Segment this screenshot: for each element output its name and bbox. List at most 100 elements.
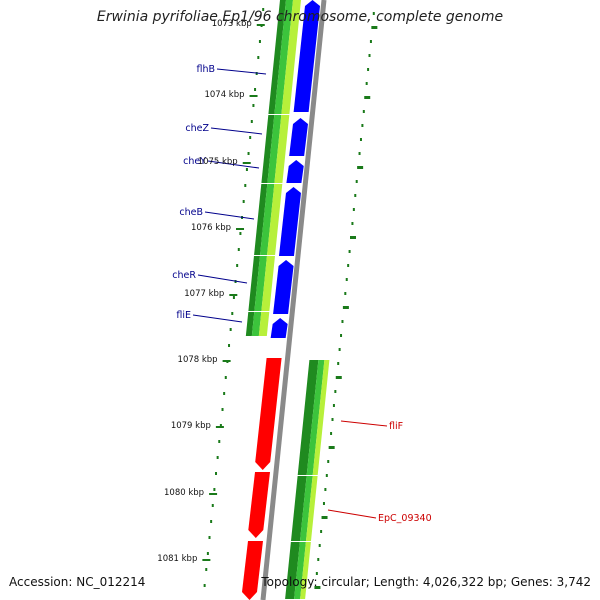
outer-dot <box>318 544 321 547</box>
gene-label-fliE: fliE <box>176 310 191 321</box>
scale-dot <box>244 184 247 187</box>
scale-dot <box>210 520 213 523</box>
scale-dot <box>205 568 208 571</box>
callout-line <box>327 509 377 519</box>
callout-line <box>340 420 388 427</box>
gc-band-mid <box>267 115 282 183</box>
gc-band-dark <box>268 0 286 114</box>
scale-label: 1081 kbp <box>157 554 197 564</box>
scale-dot <box>249 136 252 139</box>
gc-band-dark <box>245 312 255 336</box>
outer-dot <box>338 348 341 351</box>
scale-major-tick <box>256 24 265 26</box>
outer-dot <box>351 222 354 225</box>
outer-major-tick <box>314 586 321 589</box>
gc-band-mid <box>274 0 293 114</box>
scale-dot <box>213 488 216 491</box>
accession-label: Accession: NC_012214 <box>9 575 146 589</box>
scale-label: 1073 kbp <box>212 19 252 29</box>
gene-label-EpC_09340: EpC_09340 <box>378 513 432 524</box>
gc-content-track <box>245 0 330 599</box>
outer-major-tick <box>357 166 364 169</box>
gene-label-cheB: cheB <box>179 207 203 218</box>
outer-dot <box>332 404 335 407</box>
callout-line <box>197 274 248 284</box>
outer-dot <box>317 558 320 561</box>
callout-line <box>207 160 260 169</box>
scale-major-tick <box>215 426 224 428</box>
gc-band-mid <box>294 542 306 599</box>
outer-dot <box>327 460 330 463</box>
scale-dots <box>202 8 265 587</box>
gc-band-light <box>300 542 311 599</box>
outer-dot <box>365 82 368 85</box>
gene-label-cheR: cheR <box>172 270 196 281</box>
gc-band-light <box>267 184 283 255</box>
outer-dot <box>359 138 362 141</box>
scale-major-tick <box>249 95 258 97</box>
scale-major-tick <box>229 294 238 296</box>
callout-line <box>216 68 267 75</box>
genome-backbone <box>260 0 327 600</box>
callout-line <box>204 211 255 220</box>
scale-dot <box>224 376 227 379</box>
gc-band-mid <box>306 360 325 475</box>
scale-dot <box>208 536 211 539</box>
scale-dot <box>247 152 250 155</box>
outer-dot <box>341 320 344 323</box>
gc-band-dark <box>285 542 300 599</box>
outer-dot <box>372 12 375 15</box>
scale-dot <box>231 312 234 315</box>
gc-band-dark <box>290 476 307 541</box>
scale-major-tick <box>242 162 251 164</box>
forward-cds-arrow <box>289 118 309 156</box>
reverse-cds-arrow <box>255 358 282 470</box>
outer-major-tick <box>364 96 371 99</box>
gene-label-cheY: cheY <box>183 156 206 167</box>
gc-band-dark <box>297 360 319 475</box>
outer-dot <box>369 40 372 43</box>
forward-cds-arrow <box>270 318 288 338</box>
outer-dot <box>352 208 355 211</box>
scale-labels: 1073 kbp 1074 kbp 1075 kbp 1076 kbp 1077 kbp… <box>157 19 251 564</box>
scale-dot <box>242 200 245 203</box>
scale-dot <box>252 104 255 107</box>
scale-label: 1079 kbp <box>171 421 211 431</box>
forward-cds-arrow <box>286 160 304 183</box>
gc-band-dark <box>254 184 268 255</box>
gc-band-light <box>261 256 275 311</box>
outer-major-tick <box>350 236 357 239</box>
outer-major-tick <box>335 376 342 379</box>
outer-major-tick <box>342 306 349 309</box>
outer-dot <box>347 264 350 267</box>
gc-band-light <box>258 312 270 336</box>
map-title: Erwinia pyrifoliae Ep1/96 chromosome, co… <box>96 9 504 25</box>
scale-dot <box>215 472 218 475</box>
scale-dot <box>228 344 231 347</box>
outer-dot <box>362 110 365 113</box>
scale-dot <box>239 232 242 235</box>
gc-band-light <box>312 360 330 475</box>
scale-dot <box>216 456 219 459</box>
scale-dot <box>218 440 221 443</box>
scale-dot <box>250 120 253 123</box>
scale-dot <box>262 8 265 11</box>
outer-scale-dots <box>314 12 378 589</box>
outer-major-tick <box>371 26 378 29</box>
gc-band-mid <box>260 184 275 255</box>
scale-dot <box>211 504 214 507</box>
forward-cds-track <box>270 0 320 338</box>
scale-major-tick <box>209 493 218 495</box>
outer-dot <box>325 474 328 477</box>
outer-major-tick <box>328 446 335 449</box>
forward-cds-arrow <box>273 260 294 314</box>
outer-major-tick <box>321 516 328 519</box>
scale-dot <box>236 264 239 267</box>
gc-band-dark <box>248 256 260 311</box>
reverse-cds-arrow <box>242 541 263 600</box>
scale-dot <box>219 424 222 427</box>
scale-dot <box>223 392 226 395</box>
reverse-cds-arrow <box>248 472 271 538</box>
scale-label: 1076 kbp <box>191 223 231 233</box>
